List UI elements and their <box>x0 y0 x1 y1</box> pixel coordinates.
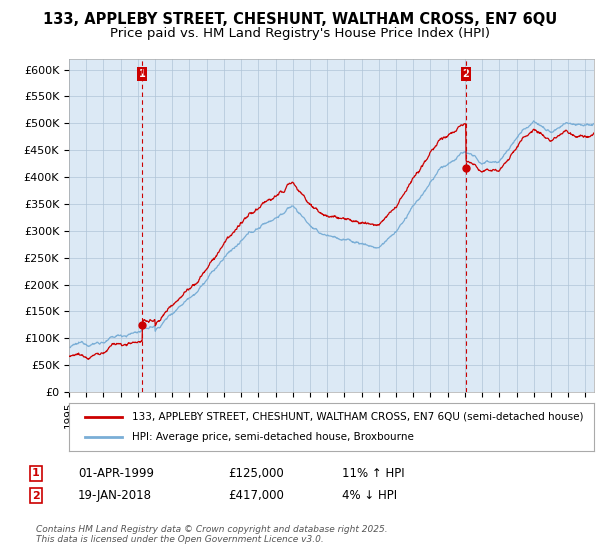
Text: 19-JAN-2018: 19-JAN-2018 <box>78 489 152 502</box>
Text: £125,000: £125,000 <box>228 466 284 480</box>
Text: Price paid vs. HM Land Registry's House Price Index (HPI): Price paid vs. HM Land Registry's House … <box>110 27 490 40</box>
Text: 133, APPLEBY STREET, CHESHUNT, WALTHAM CROSS, EN7 6QU (semi-detached house): 133, APPLEBY STREET, CHESHUNT, WALTHAM C… <box>132 412 583 422</box>
Text: 01-APR-1999: 01-APR-1999 <box>78 466 154 480</box>
Text: 2: 2 <box>463 69 469 79</box>
Text: £417,000: £417,000 <box>228 489 284 502</box>
Text: Contains HM Land Registry data © Crown copyright and database right 2025.
This d: Contains HM Land Registry data © Crown c… <box>36 525 388 544</box>
Text: 2: 2 <box>32 491 40 501</box>
Text: 4% ↓ HPI: 4% ↓ HPI <box>342 489 397 502</box>
Text: 133, APPLEBY STREET, CHESHUNT, WALTHAM CROSS, EN7 6QU: 133, APPLEBY STREET, CHESHUNT, WALTHAM C… <box>43 12 557 27</box>
Text: 1: 1 <box>32 468 40 478</box>
Text: 1: 1 <box>139 69 146 79</box>
Text: HPI: Average price, semi-detached house, Broxbourne: HPI: Average price, semi-detached house,… <box>132 432 414 442</box>
Text: 11% ↑ HPI: 11% ↑ HPI <box>342 466 404 480</box>
